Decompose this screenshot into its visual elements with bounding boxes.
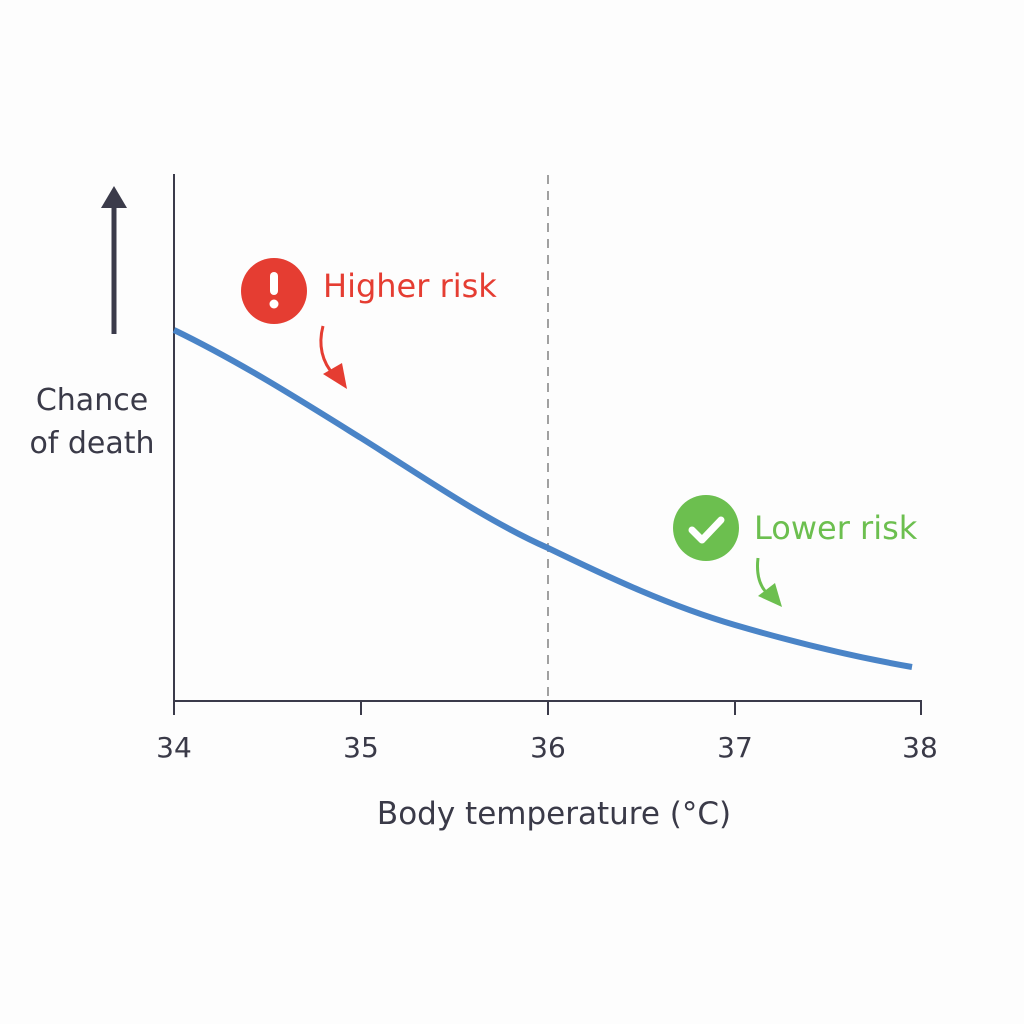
x-axis-ticks xyxy=(173,701,922,715)
curved-arrow-red-icon xyxy=(319,325,336,377)
lower-risk-annotation xyxy=(673,495,782,607)
checkmark-icon xyxy=(673,495,739,561)
x-axis-label: Body temperature (°C) xyxy=(377,796,731,832)
x-tick-35: 35 xyxy=(343,731,379,764)
higher-risk-annotation xyxy=(241,258,347,389)
x-tick-34: 34 xyxy=(156,731,192,764)
lower-risk-label: Lower risk xyxy=(754,509,918,547)
higher-risk-label: Higher risk xyxy=(323,267,497,305)
x-tick-37: 37 xyxy=(717,731,753,764)
y-axis-label-line2: of death xyxy=(29,426,154,461)
risk-curve xyxy=(172,327,913,670)
x-tick-36: 36 xyxy=(530,731,566,764)
y-axis-label-line1: Chance xyxy=(36,383,148,418)
y-axis-up-arrow-icon xyxy=(101,186,127,334)
x-tick-38: 38 xyxy=(902,731,938,764)
